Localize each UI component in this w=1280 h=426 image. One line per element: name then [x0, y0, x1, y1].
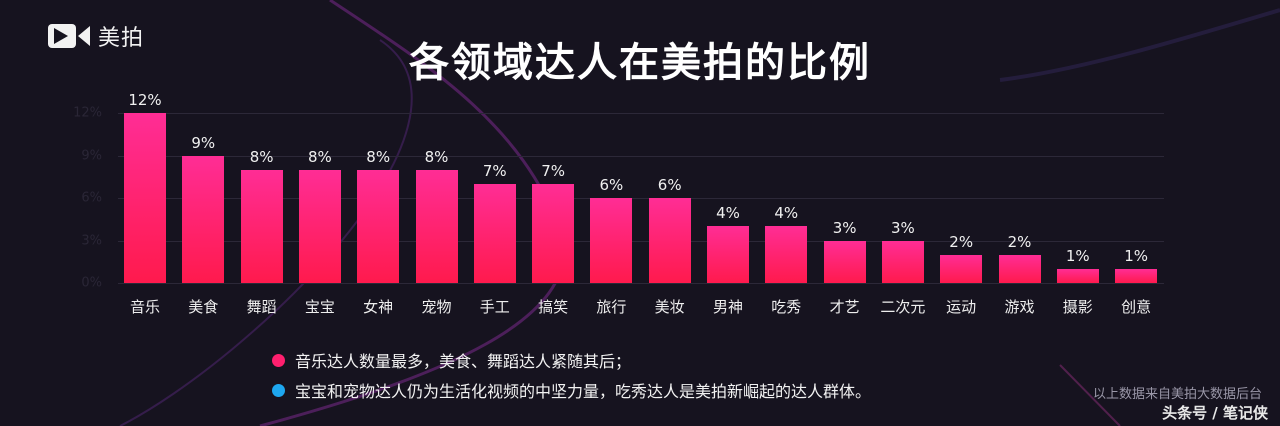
bar-value-label: 8% — [249, 147, 274, 166]
note-item: 宝宝和宠物达人仍为生活化视频的中坚力量，吃秀达人是美拍新崛起的达人群体。 — [272, 375, 871, 405]
bar-fill — [473, 183, 516, 283]
x-category-label: 宝宝 — [304, 298, 335, 316]
bar-fill — [1056, 268, 1099, 283]
x-category-label: 创意 — [1121, 298, 1152, 316]
note-text: 音乐达人数量最多，美食、舞蹈达人紧随其后； — [295, 352, 632, 371]
bar-fill — [998, 254, 1041, 283]
y-tick-label: 9% — [81, 148, 102, 163]
bar-value-label: 1% — [1124, 246, 1148, 265]
bar: 9% — [182, 134, 225, 283]
bar: 2% — [998, 233, 1041, 283]
video-camera-play-icon — [48, 24, 90, 48]
notes-list: 音乐达人数量最多，美食、舞蹈达人紧随其后； 宝宝和宠物达人仍为生活化视频的中坚力… — [272, 345, 871, 405]
x-category-label: 才艺 — [829, 298, 860, 316]
bar: 8% — [415, 148, 458, 283]
bar-fill — [707, 226, 749, 283]
bar: 12% — [124, 91, 166, 283]
bar: 8% — [298, 148, 341, 283]
bar-value-label: 8% — [307, 147, 332, 166]
bar-fill — [182, 155, 225, 283]
bar-fill — [298, 169, 341, 283]
bar-value-label: 4% — [774, 204, 799, 223]
data-source: 以上数据来自美拍大数据后台 — [1092, 387, 1262, 402]
meipai-logo: 美拍 — [48, 20, 144, 52]
y-tick-label: 12% — [73, 105, 102, 121]
bar: 6% — [590, 176, 633, 283]
bar-value-label: 6% — [657, 176, 682, 194]
bar-fill — [1115, 268, 1158, 283]
page-title: 各领域达人在美拍的比例 — [409, 40, 871, 86]
bar-fill — [881, 240, 924, 283]
x-category-label: 游戏 — [1004, 298, 1035, 316]
bar-value-label: 2% — [1007, 232, 1032, 251]
x-category-label: 运动 — [946, 298, 977, 316]
bar-value-label: 7% — [482, 161, 507, 180]
y-tick-label: 0% — [81, 275, 102, 291]
gridline — [118, 155, 1164, 157]
note-item: 音乐达人数量最多，美食、舞蹈达人紧随其后； — [272, 345, 871, 375]
credit-watermark: 头条号 / 笔记侠 — [1162, 404, 1268, 422]
bar: 7% — [473, 162, 516, 283]
bar: 1% — [1115, 247, 1158, 283]
gridline — [118, 198, 1164, 199]
bar-fill — [823, 240, 866, 283]
blue-bullet-icon — [272, 383, 285, 397]
x-category-label: 美妆 — [654, 298, 685, 316]
bar-value-label: 8% — [424, 147, 449, 166]
bar-value-label: 6% — [599, 176, 624, 194]
x-category-label: 吃秀 — [771, 298, 802, 316]
bar-fill — [357, 169, 400, 283]
bar-value-label: 2% — [949, 232, 974, 251]
bar: 1% — [1056, 247, 1099, 283]
x-category-label: 手工 — [479, 298, 510, 316]
x-category-label: 美食 — [188, 298, 219, 316]
gridline — [118, 113, 1164, 114]
x-category-label: 摄影 — [1062, 298, 1093, 316]
gridline — [118, 240, 1164, 242]
bar-value-label: 3% — [890, 218, 915, 237]
x-category-label: 男神 — [712, 298, 743, 316]
x-category-label: 二次元 — [880, 298, 926, 316]
x-category-label: 音乐 — [129, 298, 160, 316]
bar-value-label: 7% — [541, 161, 565, 180]
bar-fill — [765, 226, 808, 283]
y-tick-label: 6% — [81, 190, 102, 206]
bar-value-label: 9% — [191, 133, 216, 152]
bar-value-label: 12% — [128, 91, 162, 109]
bar-value-label: 4% — [716, 204, 740, 223]
bar: 4% — [765, 204, 808, 283]
pink-bullet-icon — [272, 353, 285, 367]
bar-fill — [648, 198, 691, 283]
bar-fill — [590, 198, 633, 283]
bar-fill — [240, 169, 283, 283]
x-category-label: 女神 — [363, 298, 394, 316]
bar: 2% — [940, 233, 983, 283]
bar: 6% — [648, 176, 691, 283]
x-category-label: 宠物 — [421, 298, 452, 316]
bar-fill — [940, 254, 983, 283]
gridline — [118, 283, 1164, 284]
logo-text: 美拍 — [98, 26, 145, 51]
x-category-label: 旅行 — [596, 298, 627, 316]
bar-fill — [124, 113, 166, 283]
bar: 8% — [240, 148, 283, 283]
bar: 3% — [823, 219, 866, 283]
bar: 4% — [707, 204, 749, 283]
bar-value-label: 3% — [832, 218, 857, 237]
x-category-label: 舞蹈 — [246, 298, 277, 316]
bar-value-label: 1% — [1065, 246, 1090, 265]
bar: 7% — [532, 162, 575, 283]
bar-value-label: 8% — [366, 147, 391, 166]
y-tick-label: 3% — [81, 233, 102, 248]
bar: 8% — [357, 148, 400, 283]
bar-fill — [532, 183, 575, 283]
bar: 3% — [881, 219, 924, 283]
note-text: 宝宝和宠物达人仍为生活化视频的中坚力量，吃秀达人是美拍新崛起的达人群体。 — [295, 382, 872, 401]
bar-fill — [415, 169, 458, 283]
x-category-label: 搞笑 — [538, 298, 569, 316]
